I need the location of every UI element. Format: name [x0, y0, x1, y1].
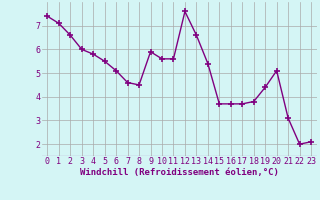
X-axis label: Windchill (Refroidissement éolien,°C): Windchill (Refroidissement éolien,°C): [80, 168, 279, 177]
